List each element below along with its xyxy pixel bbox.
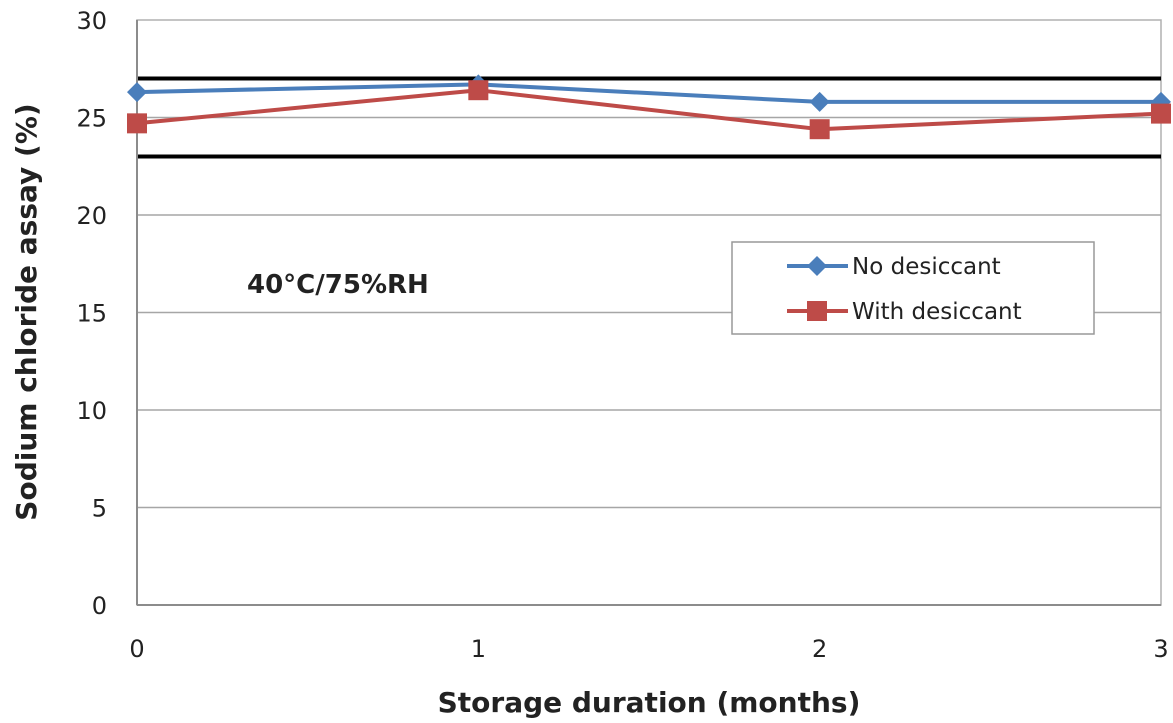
series-layer <box>127 74 1171 140</box>
data-point-with-desiccant-1 <box>468 80 489 101</box>
data-point-with-desiccant-0 <box>127 113 147 134</box>
series-line-with-desiccant <box>136 88 1162 132</box>
y-tick-label-0: 0 <box>92 592 107 620</box>
gridlines <box>137 116 1161 509</box>
x-tick-label-3: 3 <box>1153 635 1168 663</box>
legend-marker-square <box>807 301 827 321</box>
y-tick-label-25: 25 <box>76 105 107 133</box>
data-point-no-desiccant-0 <box>127 82 147 103</box>
y-tick-label-30: 30 <box>76 7 107 35</box>
y-tick-label-15: 15 <box>76 300 107 328</box>
data-point-with-desiccant-2 <box>809 119 830 140</box>
x-tick-labels: 0 1 2 3 <box>129 635 1168 663</box>
y-tick-label-20: 20 <box>76 202 107 230</box>
x-tick-label-0: 0 <box>129 635 144 663</box>
x-tick-label-2: 2 <box>812 635 827 663</box>
legend-marker-diamond <box>807 256 827 276</box>
reference-lines <box>137 76 1161 159</box>
legend-label-no-desiccant: No desiccant <box>852 254 1001 280</box>
legend: No desiccant With desiccant <box>731 241 1095 335</box>
x-axis-title: Storage duration (months) <box>438 686 861 719</box>
y-tick-label-5: 5 <box>92 495 107 523</box>
legend-label-with-desiccant: With desiccant <box>852 299 1022 325</box>
data-point-with-desiccant-3 <box>1151 103 1171 124</box>
y-tick-labels: 0 5 10 15 20 25 30 <box>76 7 107 620</box>
data-point-no-desiccant-2 <box>809 91 830 112</box>
series-line-no-desiccant <box>136 82 1161 104</box>
legend-box <box>731 241 1095 335</box>
condition-annotation: 40°C/75%RH <box>247 270 429 300</box>
series-with-desiccant <box>127 80 1171 140</box>
y-tick-label-10: 10 <box>76 397 107 425</box>
x-tick-label-1: 1 <box>471 635 486 663</box>
y-axis-title: Sodium chloride assay (%) <box>10 103 43 520</box>
